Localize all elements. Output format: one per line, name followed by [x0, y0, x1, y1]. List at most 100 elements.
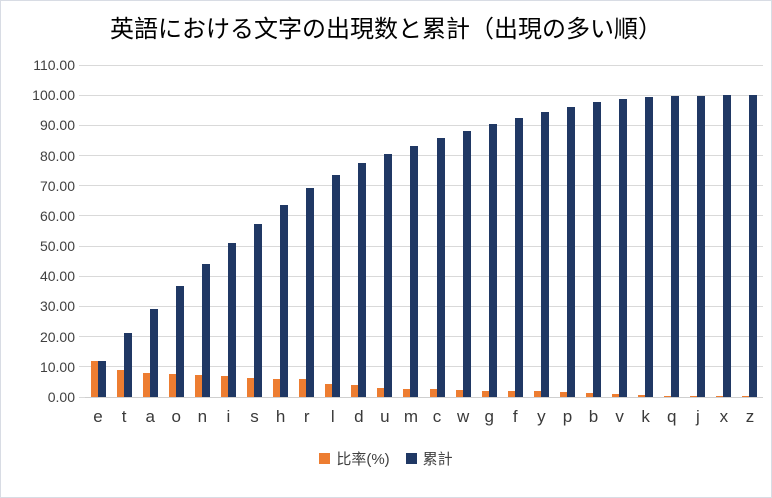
- x-tick-label-x: x: [719, 407, 729, 426]
- y-tick-70: [79, 185, 85, 187]
- cumulative-legend-swatch: [405, 453, 417, 464]
- bar-group-d: [346, 65, 372, 397]
- cumulative-bar-m: [410, 145, 419, 397]
- ratio-bar-t: [116, 369, 124, 397]
- ratio-bar-e: [90, 360, 98, 397]
- cumulative-bar-q: [671, 96, 680, 397]
- bar-group-n: [189, 65, 215, 397]
- y-tick-30: [79, 305, 85, 307]
- bar-group-y: [528, 65, 554, 397]
- y-tick-40: [79, 275, 85, 277]
- cumulative-legend-label: 累計: [422, 451, 453, 468]
- legend-item-ratio: 比率(%): [319, 448, 390, 469]
- x-tick-label-f: f: [512, 407, 518, 426]
- cumulative-bar-z: [749, 95, 758, 397]
- gridline-30: [85, 305, 763, 307]
- gridline-0: [85, 396, 763, 398]
- cumulative-bar-a: [149, 308, 158, 397]
- bar-group-x: [711, 65, 737, 397]
- cumulative-bar-n: [201, 263, 210, 397]
- gridline-110: [85, 64, 763, 66]
- cumulative-bar-b: [593, 102, 602, 397]
- y-tick-label-10: 10.00: [39, 358, 75, 375]
- y-tick-80: [79, 155, 85, 157]
- x-tick-label-t: t: [121, 407, 127, 426]
- ratio-bar-n: [194, 374, 202, 397]
- ratio-bar-z: [742, 396, 750, 397]
- ratio-bar-c: [429, 389, 437, 397]
- bar-group-f: [502, 65, 528, 397]
- cumulative-bar-w: [462, 130, 471, 397]
- bar-group-i: [215, 65, 241, 397]
- x-tick-label-k: k: [641, 407, 650, 426]
- x-tick-label-j: j: [695, 407, 700, 426]
- y-tick-label-30: 30.00: [39, 298, 75, 315]
- ratio-bar-k: [638, 394, 646, 397]
- x-tick-label-u: u: [380, 407, 390, 426]
- ratio-bar-m: [403, 388, 411, 397]
- x-tick-label-c: c: [432, 407, 442, 426]
- x-tick-label-i: i: [226, 407, 231, 426]
- cumulative-bar-k: [645, 96, 654, 397]
- gridline-40: [85, 275, 763, 277]
- x-tick-label-w: w: [456, 407, 470, 426]
- cumulative-bar-f: [514, 118, 523, 397]
- x-tick-label-m: m: [403, 407, 419, 426]
- y-tick-110: [79, 64, 85, 66]
- bar-group-q: [659, 65, 685, 397]
- bar-group-s: [241, 65, 267, 397]
- cumulative-bar-r: [306, 187, 315, 397]
- gridline-90: [85, 124, 763, 126]
- gridline-60: [85, 215, 763, 217]
- legend: 比率(%) 累計: [1, 448, 771, 469]
- x-tick-label-s: s: [250, 407, 259, 426]
- y-tick-label-90: 90.00: [39, 117, 75, 134]
- bar-group-v: [607, 65, 633, 397]
- y-tick-20: [79, 336, 85, 338]
- bar-groups: [85, 65, 763, 397]
- ratio-legend-label: 比率(%): [336, 451, 390, 468]
- y-tick-label-40: 40.00: [39, 268, 75, 285]
- ratio-bar-a: [142, 372, 150, 397]
- cumulative-bar-o: [175, 285, 184, 397]
- x-tick-label-l: l: [330, 407, 335, 426]
- ratio-bar-j: [690, 396, 698, 397]
- legend-item-cumulative: 累計: [405, 448, 453, 469]
- x-tick-label-b: b: [588, 407, 599, 426]
- cumulative-bar-c: [436, 137, 445, 397]
- cumulative-bar-e: [97, 360, 106, 397]
- y-tick-label-50: 50.00: [39, 238, 75, 255]
- bar-group-c: [424, 65, 450, 397]
- bar-group-a: [137, 65, 163, 397]
- y-tick-label-20: 20.00: [39, 328, 75, 345]
- x-tick-label-a: a: [145, 407, 155, 426]
- bar-group-w: [450, 65, 476, 397]
- y-tick-label-100: 100.00: [32, 87, 75, 104]
- bar-group-m: [398, 65, 424, 397]
- bar-group-h: [268, 65, 294, 397]
- x-tick-label-e: e: [93, 407, 103, 426]
- ratio-bar-i: [220, 376, 228, 397]
- cumulative-bar-s: [254, 223, 262, 397]
- x-tick-label-d: d: [354, 407, 364, 426]
- ratio-bar-o: [168, 373, 176, 397]
- ratio-bar-v: [612, 393, 620, 397]
- cumulative-bar-h: [280, 205, 289, 397]
- bar-group-u: [372, 65, 398, 397]
- ratio-bar-w: [455, 390, 463, 397]
- x-tick-label-n: n: [197, 407, 208, 426]
- cumulative-bar-t: [123, 333, 132, 397]
- y-tick-0: [79, 396, 85, 398]
- bar-group-p: [554, 65, 580, 397]
- y-tick-10: [79, 366, 85, 368]
- cumulative-bar-l: [332, 174, 341, 397]
- gridline-80: [85, 155, 763, 157]
- gridline-10: [85, 366, 763, 368]
- gridline-50: [85, 245, 763, 247]
- y-tick-50: [79, 245, 85, 247]
- x-tick-label-y: y: [537, 407, 546, 426]
- x-tick-label-q: q: [667, 407, 677, 426]
- cumulative-bar-y: [540, 112, 549, 397]
